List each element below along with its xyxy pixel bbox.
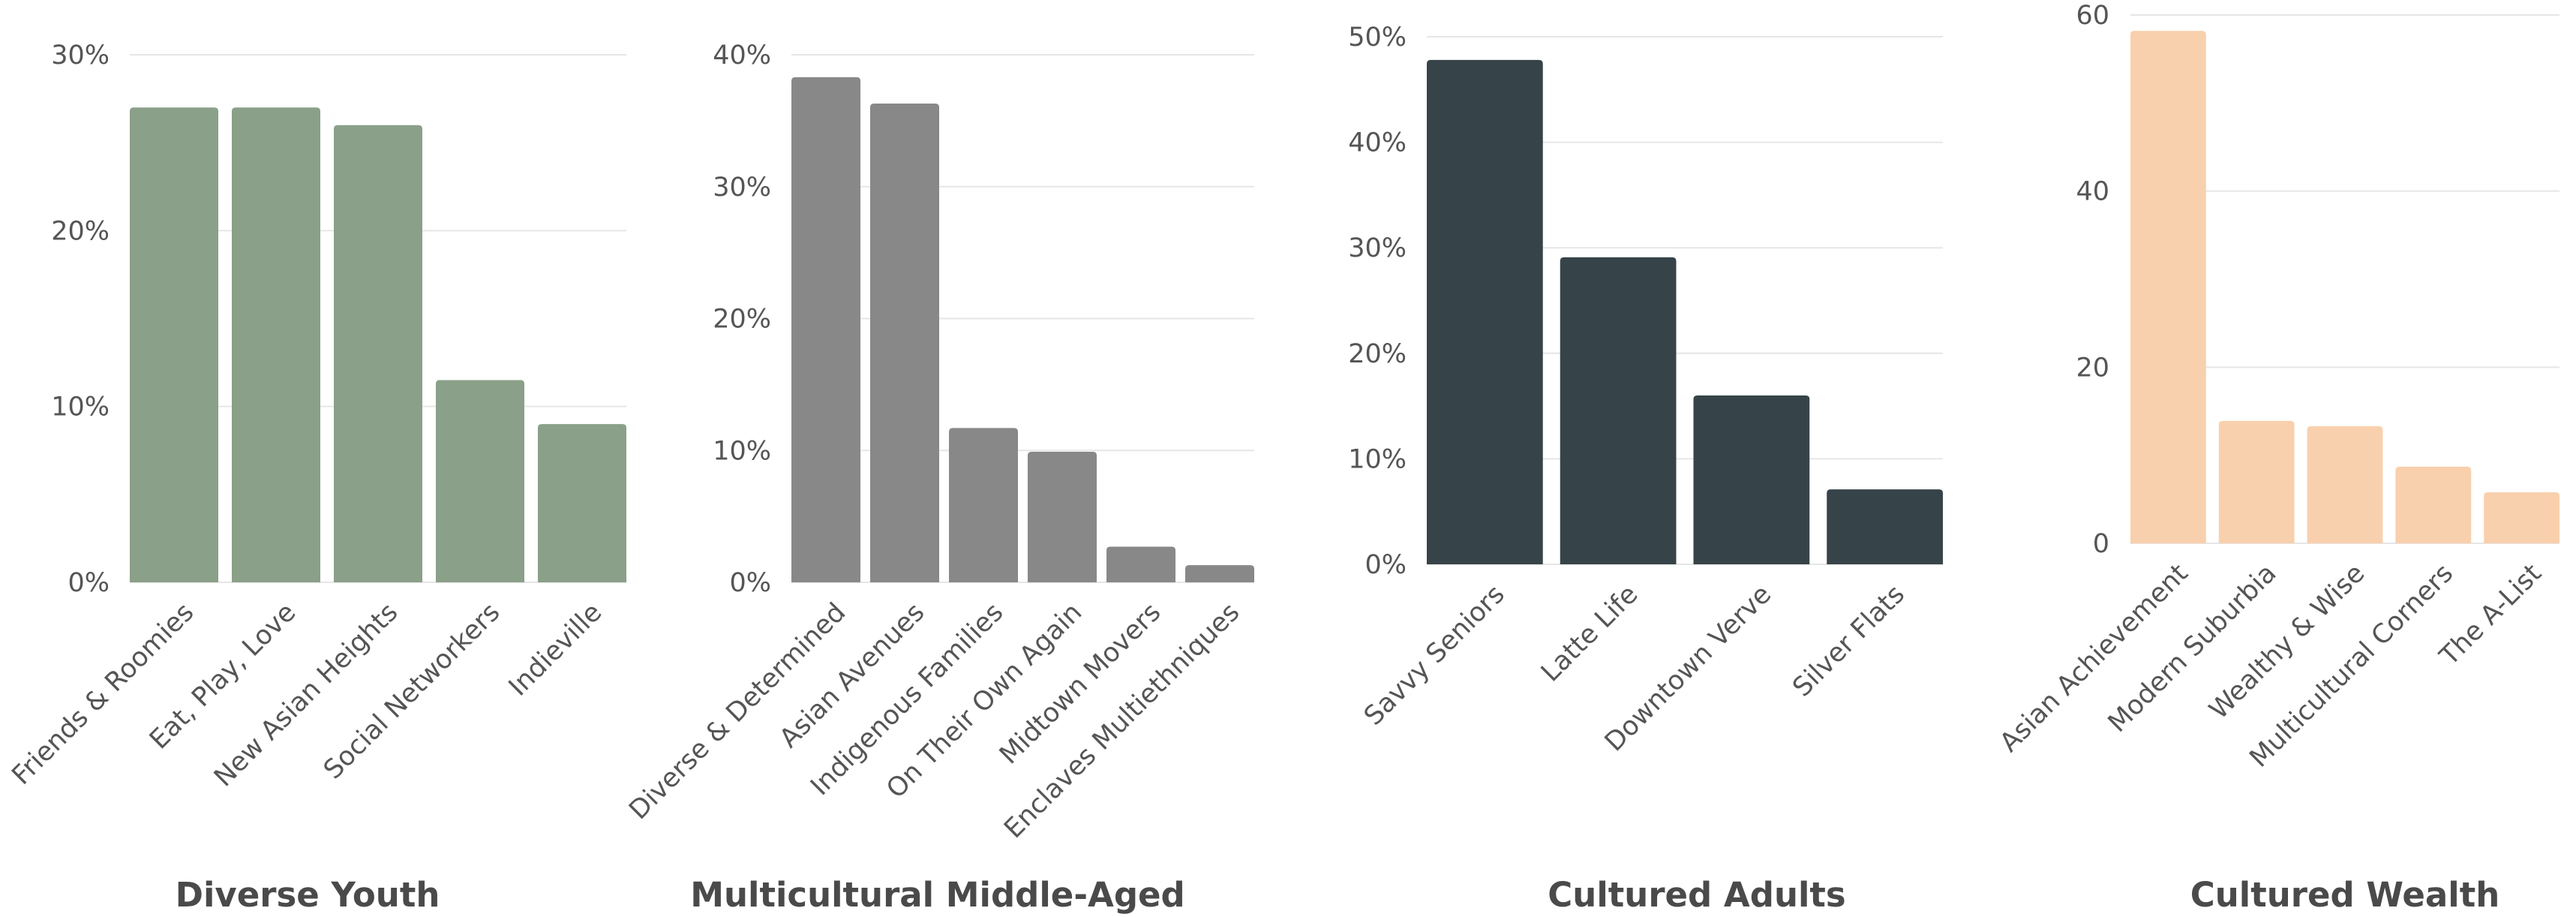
bar-multicultural-corners — [2395, 466, 2472, 543]
y-tick-label: 40% — [713, 41, 771, 71]
y-tick-label: 0% — [1365, 550, 1407, 580]
x-tick-label: Silver Flats — [1787, 579, 1911, 703]
bar-social-networkers — [436, 380, 524, 582]
y-tick-label: 50% — [1348, 23, 1407, 53]
y-tick-label: 40% — [1348, 128, 1407, 158]
x-tick-label: Modern Suburbia — [2103, 558, 2283, 738]
y-tick-label: 60 — [2076, 1, 2109, 31]
y-tick-label: 0 — [2093, 529, 2109, 559]
bar-silver-flats — [1827, 489, 1943, 564]
chart-panel-cultured-adults: 0% 10% 20% 30% 40% 50% Savvy Seniors Latte Life… — [1348, 23, 1943, 915]
bar-downtown-verve — [1693, 395, 1810, 564]
x-tick-label: New Asian Heights — [209, 597, 404, 792]
bar-enclaves-multiethniques — [1185, 565, 1254, 582]
y-tick-label: 40 — [2076, 177, 2109, 207]
x-tick-label: Latte Life — [1536, 579, 1644, 687]
bar-latte-life — [1560, 257, 1677, 564]
bar-asian-achievement — [2130, 31, 2206, 544]
y-tick-label: 20% — [1348, 339, 1407, 369]
panel-title: Multicultural Middle-Aged — [690, 875, 1185, 915]
y-tick-label: 20% — [713, 305, 771, 335]
bar-modern-suburbia — [2218, 420, 2295, 543]
panel-title: Cultured Adults — [1548, 875, 1845, 915]
bar-on-their-own-again — [1028, 452, 1097, 582]
y-tick-label: 20 — [2076, 353, 2109, 383]
bar-midtown-movers — [1106, 546, 1175, 582]
x-tick-label: Friends & Roomies — [7, 597, 200, 791]
bar-savvy-seniors — [1427, 59, 1543, 564]
x-tick-label: Wealthy & Wise — [2204, 558, 2371, 726]
bar-indigenous-families — [949, 428, 1018, 582]
bar-new-asian-heights — [334, 125, 422, 582]
y-tick-label: 30% — [51, 41, 110, 71]
chart-panel-multicultural-middle-aged: 0%10%20%30%40%Diverse & DeterminedAsian … — [623, 41, 1254, 915]
bar-asian-avenues — [870, 104, 939, 583]
panel-title: Diverse Youth — [176, 875, 440, 915]
x-tick-label: Savvy Seniors — [1359, 579, 1511, 732]
bar-diverse-and-determined — [791, 77, 860, 582]
y-tick-label: 30% — [1348, 233, 1407, 263]
y-tick-label: 10% — [1348, 444, 1407, 474]
bar-indieville — [538, 424, 626, 582]
y-tick-label: 0% — [729, 568, 771, 598]
x-tick-label: Social Networkers — [318, 597, 506, 785]
bar-eat-play-love — [232, 107, 320, 583]
x-tick-label: Indieville — [503, 597, 608, 702]
y-tick-label: 30% — [713, 173, 771, 203]
bar-wealthy-and-wise — [2307, 425, 2383, 543]
y-tick-label: 10% — [51, 392, 110, 422]
x-tick-label: Asian Avenues — [774, 597, 931, 754]
bar-the-a-list — [2484, 492, 2559, 543]
panel-title: Cultured Wealth — [2190, 875, 2500, 915]
y-tick-label: 10% — [713, 436, 771, 466]
y-tick-label: 20% — [51, 216, 110, 246]
y-tick-label: 0% — [68, 568, 110, 598]
bar-friends-and-roomies — [130, 107, 218, 583]
